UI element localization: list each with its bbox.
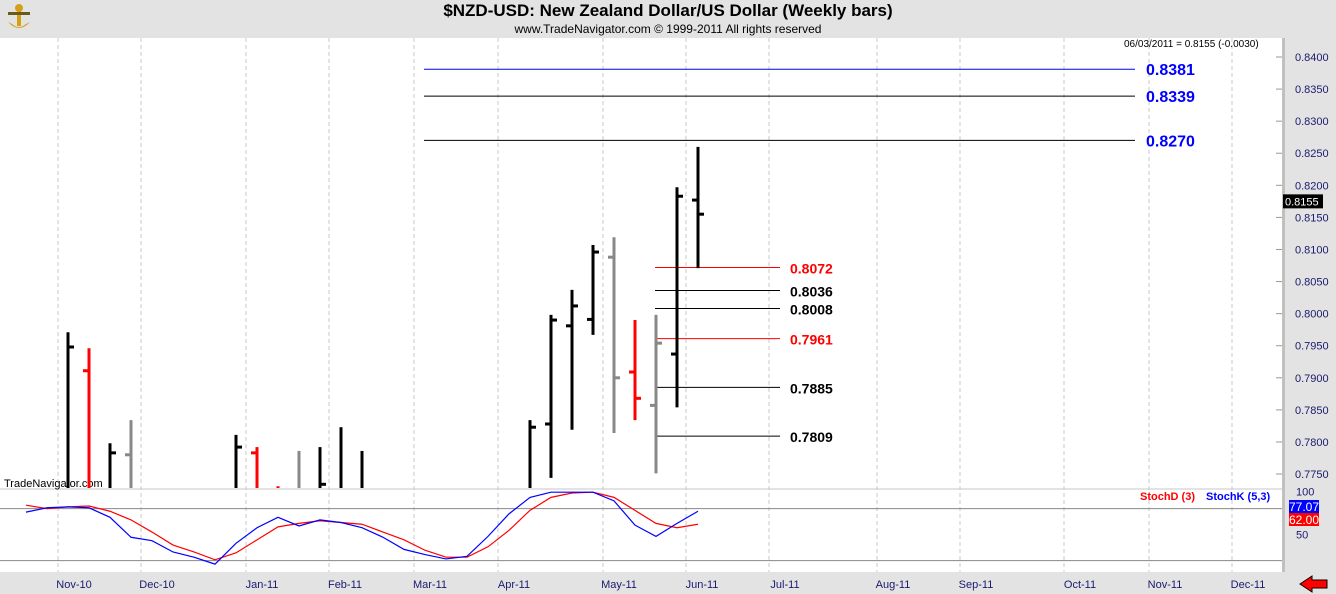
legend-stochD: StochD (3) <box>1140 491 1195 503</box>
indicator-tick-label: 100 <box>1296 486 1314 498</box>
x-tick-label: Aug-11 <box>876 579 911 591</box>
support-level-label: 0.8072 <box>790 260 833 276</box>
y-tick-label: 0.8200 <box>1295 180 1329 192</box>
x-tick-label: Apr-11 <box>498 579 530 591</box>
y-tick-label: 0.8100 <box>1295 244 1329 256</box>
y-tick-label: 0.7850 <box>1295 405 1329 417</box>
x-tick-label: Sep-11 <box>959 579 994 591</box>
support-level-label: 0.7809 <box>790 429 833 445</box>
scroll-left-arrow-icon[interactable] <box>1299 575 1328 593</box>
x-tick-label: Dec-11 <box>1231 579 1266 591</box>
stochD-value-marker <box>1289 513 1319 526</box>
current-price-marker <box>1283 194 1323 209</box>
support-level-label: 0.7885 <box>790 380 833 396</box>
y-tick-label: 0.7950 <box>1295 341 1329 353</box>
x-tick-label: Nov-10 <box>56 579 91 591</box>
support-level-label: 0.8008 <box>790 302 833 318</box>
axis-border <box>1282 38 1285 572</box>
x-tick-label: Dec-10 <box>139 579 174 591</box>
y-tick-label: 0.7750 <box>1295 469 1329 481</box>
anchor-logo-icon <box>8 4 30 28</box>
indicator-panel <box>0 490 1282 572</box>
last-price-readout: 06/03/2011 = 0.8155 (-0.0030) <box>1124 39 1259 50</box>
price-panel <box>0 38 1282 488</box>
resistance-level-label: 0.8381 <box>1146 62 1195 79</box>
y-tick-label: 0.8250 <box>1295 148 1329 160</box>
watermark: TradeNavigator.com <box>4 478 103 490</box>
support-level-label: 0.8036 <box>790 284 833 300</box>
x-tick-label: Feb-11 <box>328 579 362 591</box>
x-tick-label: Jul-11 <box>770 579 799 591</box>
legend-stochK: StochK (5,3) <box>1206 491 1271 503</box>
y-tick-label: 0.8350 <box>1295 84 1329 96</box>
indicator-tick-label: 50 <box>1296 530 1308 542</box>
y-tick-label: 0.8400 <box>1295 52 1329 64</box>
x-tick-label: Jan-11 <box>246 579 279 591</box>
resistance-level-label: 0.8339 <box>1146 89 1195 106</box>
y-tick-label: 0.8150 <box>1295 212 1329 224</box>
stochK-value-marker <box>1289 500 1319 513</box>
x-tick-label: May-11 <box>601 579 637 591</box>
x-tick-label: Nov-11 <box>1148 579 1183 591</box>
current-price-label: 0.8155 <box>1285 196 1319 208</box>
x-tick-label: Mar-11 <box>413 579 447 591</box>
resistance-level-label: 0.8270 <box>1146 133 1195 150</box>
y-tick-label: 0.8300 <box>1295 116 1329 128</box>
y-tick-label: 0.7900 <box>1295 373 1329 385</box>
stochK-value: 77.07 <box>1289 500 1319 514</box>
stochD-value: 62.00 <box>1289 513 1319 527</box>
chart-title: $NZD-USD: New Zealand Dollar/US Dollar (… <box>443 1 893 20</box>
y-tick-label: 0.8050 <box>1295 277 1329 289</box>
y-tick-label: 0.7800 <box>1295 437 1329 449</box>
stochK-line <box>25 491 699 565</box>
y-tick-label: 0.8000 <box>1295 309 1329 321</box>
x-tick-label: Jun-11 <box>686 579 719 591</box>
support-level-label: 0.7961 <box>790 332 833 348</box>
x-tick-label: Oct-11 <box>1064 579 1096 591</box>
copyright-subtitle: www.TradeNavigator.com © 1999-2011 All r… <box>514 22 822 36</box>
